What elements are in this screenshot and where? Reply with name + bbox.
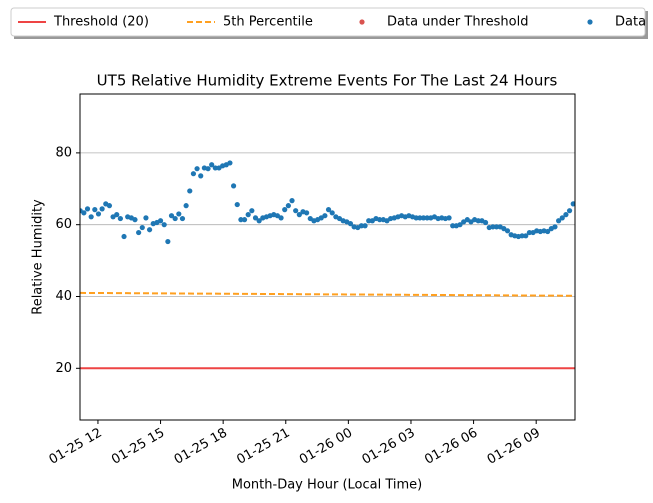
data-point xyxy=(238,217,244,223)
data-point xyxy=(136,229,142,236)
data-point xyxy=(194,166,200,172)
data-point xyxy=(304,210,310,216)
data-point xyxy=(99,206,105,212)
data-point xyxy=(143,215,149,221)
legend-label: Data xyxy=(615,15,646,30)
data-point xyxy=(377,217,383,223)
data-point xyxy=(347,221,354,227)
data-point xyxy=(358,223,365,229)
data-point xyxy=(139,224,145,231)
data-point xyxy=(325,207,332,213)
data-point xyxy=(165,238,171,245)
data-point xyxy=(252,215,259,221)
data-point xyxy=(84,206,91,212)
y-tick-label: 60 xyxy=(55,217,72,232)
data-point xyxy=(256,218,262,224)
y-tick-label: 20 xyxy=(55,361,72,376)
data-point xyxy=(172,215,178,222)
chart-title: UT5 Relative Humidity Extreme Events For… xyxy=(97,72,558,90)
data-point xyxy=(523,233,529,239)
data-point xyxy=(132,217,138,223)
data-point xyxy=(92,207,98,213)
data-point xyxy=(366,218,372,224)
legend-marker xyxy=(587,19,593,25)
data-point xyxy=(168,213,175,219)
data-point xyxy=(212,165,218,171)
data-point xyxy=(95,211,102,217)
data-point xyxy=(450,223,456,229)
data-point xyxy=(417,215,423,221)
data-point xyxy=(504,228,511,234)
legend-marker xyxy=(359,19,365,25)
data-point xyxy=(161,222,167,228)
data-point xyxy=(146,227,153,233)
data-point xyxy=(296,212,302,218)
x-axis-label: Month-Day Hour (Local Time) xyxy=(232,478,422,493)
data-point xyxy=(563,212,569,218)
data-point xyxy=(241,217,248,223)
data-point xyxy=(413,215,419,221)
axes-frame xyxy=(79,93,576,421)
data-point xyxy=(457,222,463,228)
legend-label: Data under Threshold xyxy=(387,15,528,30)
y-axis-label: Relative Humidity xyxy=(31,199,46,315)
legend-box xyxy=(10,7,646,37)
plot-area xyxy=(80,160,575,370)
data-point xyxy=(424,215,430,221)
data-point xyxy=(157,218,164,224)
data-point xyxy=(88,214,94,220)
data-point xyxy=(362,223,368,229)
data-point xyxy=(482,219,489,226)
series-line xyxy=(80,291,575,297)
data-point xyxy=(566,208,573,214)
data-point xyxy=(117,215,123,222)
data-point xyxy=(420,215,427,221)
y-tick-label: 40 xyxy=(55,289,72,304)
y-tick-label: 80 xyxy=(55,145,72,160)
data-point xyxy=(446,215,452,221)
data-point xyxy=(570,201,575,207)
data-point xyxy=(106,203,113,209)
data-point xyxy=(475,218,481,224)
data-point xyxy=(227,160,233,166)
data-point xyxy=(176,211,182,217)
data-point xyxy=(179,215,186,222)
data-point xyxy=(282,207,288,213)
data-point xyxy=(293,208,299,214)
data-point xyxy=(289,198,295,204)
data-point xyxy=(245,212,251,218)
data-point xyxy=(490,224,496,230)
data-point xyxy=(545,228,551,235)
data-point xyxy=(559,215,565,221)
data-point xyxy=(190,171,197,177)
data-point xyxy=(519,233,525,239)
data-point xyxy=(249,208,255,214)
data-point xyxy=(552,224,558,230)
data-point xyxy=(230,183,237,189)
data-point xyxy=(187,188,193,194)
data-point xyxy=(322,213,328,219)
data-point xyxy=(278,215,284,221)
data-point xyxy=(526,229,533,236)
data-point xyxy=(285,203,291,209)
legend: Threshold (20) 5th Percentile Data under T… xyxy=(18,15,646,30)
data-point xyxy=(198,173,204,179)
data-point xyxy=(205,166,211,172)
data-point xyxy=(329,210,335,216)
data-point xyxy=(114,212,120,218)
data-point xyxy=(121,233,127,240)
data-point xyxy=(209,162,215,168)
data-point xyxy=(183,203,189,209)
data-point xyxy=(81,210,87,216)
legend-label: Threshold (20) xyxy=(53,15,149,30)
data-point xyxy=(556,218,562,224)
data-point xyxy=(234,201,240,208)
data-point xyxy=(493,224,500,230)
legend-label: 5th Percentile xyxy=(223,15,313,30)
